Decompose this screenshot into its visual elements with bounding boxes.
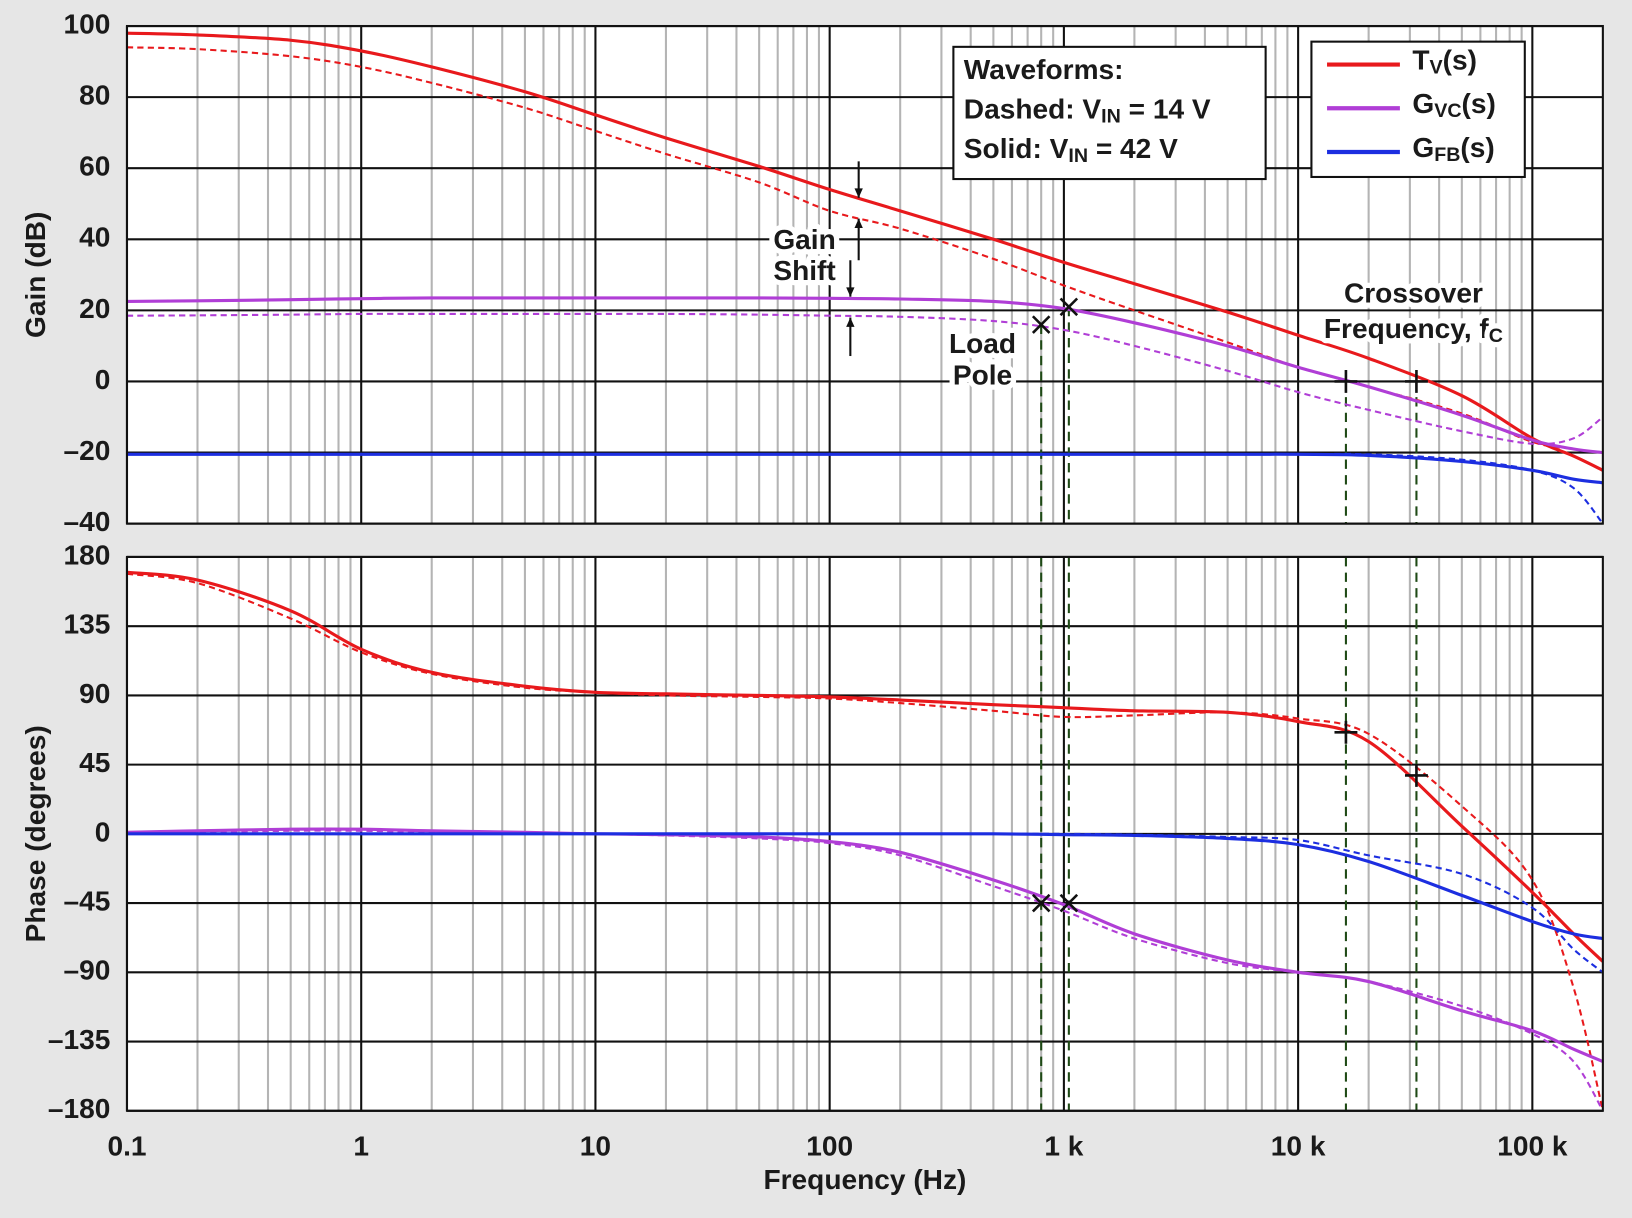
- legend-label: TV(s): [1412, 45, 1477, 79]
- line: [126, 832, 1603, 941]
- plot-content: [126, 556, 1603, 1111]
- y-tick-label: 180: [63, 539, 110, 570]
- info-box: [952, 45, 1267, 181]
- x-tick-label: 100: [806, 1131, 853, 1162]
- text-part: G: [1412, 132, 1434, 163]
- marker: [1334, 720, 1358, 744]
- plot-border: [125, 555, 1604, 1112]
- line: [126, 452, 1603, 485]
- arrow-head: [846, 317, 855, 327]
- subscript: VC: [1434, 100, 1461, 122]
- annotation: Shift: [773, 255, 836, 286]
- y-tick-label: –135: [48, 1024, 110, 1055]
- text-part: (s): [1443, 45, 1477, 76]
- info-text: Dashed: VIN = 14 V: [964, 94, 1211, 128]
- x-tick-label: 1 k: [1044, 1131, 1083, 1162]
- info-text: Waveforms:: [964, 54, 1124, 85]
- y-tick-label: 100: [63, 8, 110, 39]
- subscript: C: [1489, 325, 1503, 347]
- subscript: IN: [1068, 145, 1088, 167]
- text-part: Waveforms:: [964, 54, 1124, 85]
- subscript: V: [1430, 57, 1443, 79]
- text-part: = 14 V: [1121, 94, 1211, 125]
- annotation: Gain: [773, 224, 835, 255]
- y-tick-label: –90: [63, 955, 110, 986]
- line: [126, 31, 1603, 472]
- y-tick-label: 60: [79, 151, 110, 182]
- y-tick-label: 20: [79, 293, 110, 324]
- annotation: Frequency, fC: [1324, 313, 1503, 347]
- y-tick-label: –20: [63, 435, 110, 466]
- y-tick-label: 0: [95, 364, 111, 395]
- text-part: Frequency, f: [1324, 313, 1490, 344]
- marker: [1334, 370, 1358, 393]
- subscript: IN: [1101, 106, 1121, 128]
- line: [126, 296, 1603, 455]
- text-part: T: [1412, 45, 1429, 76]
- marker: [1059, 297, 1079, 317]
- marker: [1059, 893, 1079, 913]
- dashed-line: [126, 572, 1603, 1111]
- legend-label: GVC(s): [1412, 89, 1496, 123]
- y-tick-label: 135: [63, 609, 110, 640]
- y-tick-label: 40: [79, 222, 110, 253]
- x-tick-label: 10: [580, 1131, 611, 1162]
- y-tick-label: –40: [63, 506, 110, 537]
- x-tick-label: 10 k: [1271, 1131, 1326, 1162]
- marker: [1031, 315, 1051, 334]
- arrow-head: [846, 287, 855, 297]
- x-tick-label: 0.1: [107, 1131, 146, 1162]
- text-part: Solid: V: [964, 133, 1069, 164]
- arrow-head: [854, 218, 863, 228]
- y-axis-label: Phase (degrees): [20, 725, 51, 942]
- y-tick-label: 90: [79, 678, 110, 709]
- text-part: (s): [1462, 89, 1496, 120]
- info-text: Solid: VIN = 42 V: [964, 133, 1178, 167]
- legend-label: GFB(s): [1412, 132, 1494, 166]
- y-tick-label: 0: [95, 816, 111, 847]
- line: [126, 570, 1603, 963]
- y-tick-label: –180: [48, 1093, 110, 1124]
- subscript: FB: [1434, 144, 1460, 166]
- x-tick-label: 1: [353, 1131, 369, 1162]
- marker: [1404, 763, 1428, 787]
- x-tick-label: 100 k: [1497, 1131, 1568, 1162]
- text-part: Dashed: V: [964, 94, 1102, 125]
- text-part: Crossover: [1344, 278, 1483, 309]
- marker: [1031, 893, 1051, 913]
- annotation: Pole: [953, 359, 1012, 390]
- plot-border: [125, 24, 1604, 525]
- text-part: G: [1412, 89, 1434, 120]
- plot-content: [126, 31, 1603, 524]
- y-tick-label: –45: [63, 886, 110, 917]
- arrow-head: [854, 188, 863, 198]
- dashed-line: [126, 312, 1603, 445]
- marker: [1404, 370, 1428, 393]
- y-tick-label: 45: [79, 747, 110, 778]
- x-axis-label: Frequency (Hz): [763, 1164, 966, 1195]
- annotation: Load: [949, 328, 1016, 359]
- y-tick-label: 80: [79, 80, 110, 111]
- text-part: (s): [1460, 132, 1494, 163]
- line: [126, 827, 1603, 1063]
- annotation: Crossover: [1344, 278, 1483, 309]
- y-axis-label: Gain (dB): [20, 212, 51, 338]
- text-part: = 42 V: [1088, 133, 1178, 164]
